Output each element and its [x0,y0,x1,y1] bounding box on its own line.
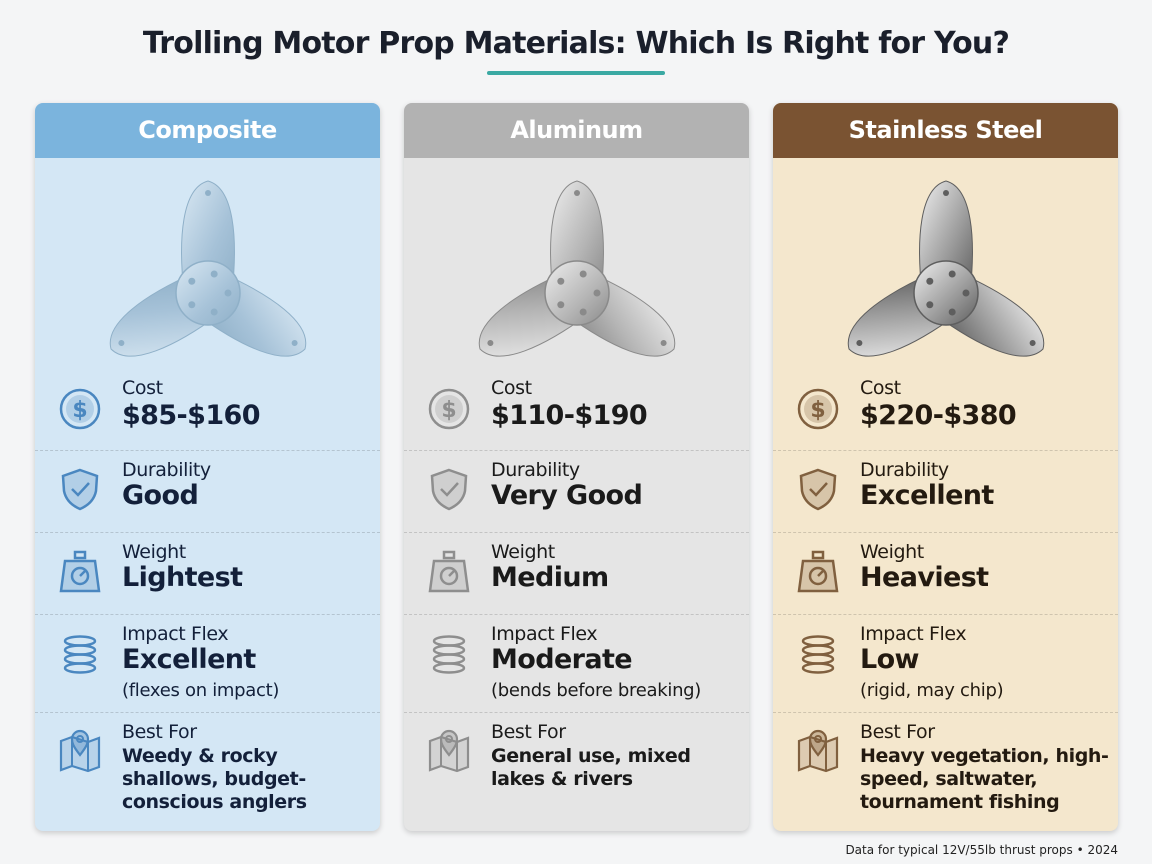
propeller-illustration [847,180,1044,357]
spec-icon [795,467,841,519]
spec-label: Durability [491,459,580,481]
spec-value: Excellent [122,644,256,675]
spec-value: Very Good [491,480,643,511]
spec-value: Low [860,644,920,675]
propeller-area [404,158,749,371]
spec-row: Durability Very Good [404,451,749,533]
svg-text:$: $ [810,398,825,423]
spec-icon [57,549,103,601]
svg-text:$: $ [72,398,87,423]
spec-row: Best For General use, mixed lakes & river… [404,713,749,831]
spec-row: Impact Flex Excellent (flexes on impact) [35,615,380,713]
propeller-illustration [109,180,306,357]
spec-note: (flexes on impact) [122,680,280,701]
icon [428,729,470,773]
spec-row: Weight Medium [404,533,749,615]
spec-value: Moderate [491,644,633,675]
spec-row: Durability Excellent [773,451,1118,533]
spec-value: $85-$160 [122,400,261,431]
spec-value: General use, mixed lakes & rivers [491,745,691,790]
spec-value: Lightest [122,562,243,593]
propeller-illustration [478,180,675,357]
footer: Data for typical 12V/55lb thrust props •… [845,843,1118,857]
spec-icon [57,467,103,519]
spec-label: Cost [860,377,901,399]
spec-label: Best For [860,721,935,743]
spec-label: Cost [122,377,163,399]
card-header: Composite [35,103,380,158]
title-underline [487,71,665,75]
spec-value: Heavy vegetation, high-speed, saltwater,… [860,745,1109,813]
spec-icon [57,725,103,777]
spec-icon [795,549,841,601]
spec-label: Best For [491,721,566,743]
card-header: Stainless Steel [773,103,1118,158]
spec-value: $220-$380 [860,400,1017,431]
icon [59,729,101,773]
propeller-area [773,158,1118,371]
icon [432,635,466,674]
spec-value: $110-$190 [491,400,648,431]
spec-icon: $ [426,387,472,439]
icon: $ [797,388,839,430]
icon [430,468,468,511]
spec-label: Impact Flex [860,623,967,645]
spec-row: Impact Flex Low (rigid, may chip) [773,615,1118,713]
spec-row: $ Cost $85-$160 [35,371,380,451]
spec-label: Weight [122,541,186,563]
spec-row: Durability Good [35,451,380,533]
spec-row: Weight Heaviest [773,533,1118,615]
spec-value: Weedy & rocky shallows, budget-conscious… [122,745,307,813]
icon: $ [59,388,101,430]
spec-icon [426,549,472,601]
spec-row: Weight Lightest [35,533,380,615]
icon [63,635,97,674]
spec-note: (rigid, may chip) [860,680,1004,701]
icon [799,468,837,511]
spec-row: $ Cost $110-$190 [404,371,749,451]
icon [61,468,99,511]
title: Trolling Motor Prop Materials: Which Is … [142,26,1010,61]
card: Composite $ Cost $85-$160 Durability Good Wei… [35,103,380,831]
spec-value: Medium [491,562,609,593]
spec-icon [795,631,841,683]
card: Stainless Steel $ Cost $220-$380 Durability… [773,103,1118,831]
spec-icon: $ [57,387,103,439]
spec-label: Best For [122,721,197,743]
spec-icon [795,725,841,777]
icon [428,550,470,593]
propeller-area [35,158,380,371]
spec-label: Weight [491,541,555,563]
spec-label: Impact Flex [122,623,229,645]
spec-row: $ Cost $220-$380 [773,371,1118,451]
spec-value: Excellent [860,480,994,511]
icon [801,635,835,674]
spec-icon: $ [795,387,841,439]
spec-icon [426,631,472,683]
spec-label: Durability [122,459,211,481]
spec-note: (bends before breaking) [491,680,702,701]
svg-text:$: $ [441,398,456,423]
spec-icon [57,631,103,683]
spec-value: Heaviest [860,562,989,593]
spec-row: Impact Flex Moderate (bends before breakin… [404,615,749,713]
spec-icon [426,725,472,777]
spec-label: Weight [860,541,924,563]
card-header: Aluminum [404,103,749,158]
icon: $ [428,388,470,430]
spec-row: Best For Weedy & rocky shallows, budget-c… [35,713,380,831]
card: Aluminum $ Cost $110-$190 Durability Very Go… [404,103,749,831]
spec-label: Cost [491,377,532,399]
spec-label: Durability [860,459,949,481]
spec-label: Impact Flex [491,623,598,645]
spec-icon [426,467,472,519]
icon [59,550,101,593]
icon [797,550,839,593]
icon [797,729,839,773]
spec-value: Good [122,480,199,511]
spec-row: Best For Heavy vegetation, high-speed, sa… [773,713,1118,831]
